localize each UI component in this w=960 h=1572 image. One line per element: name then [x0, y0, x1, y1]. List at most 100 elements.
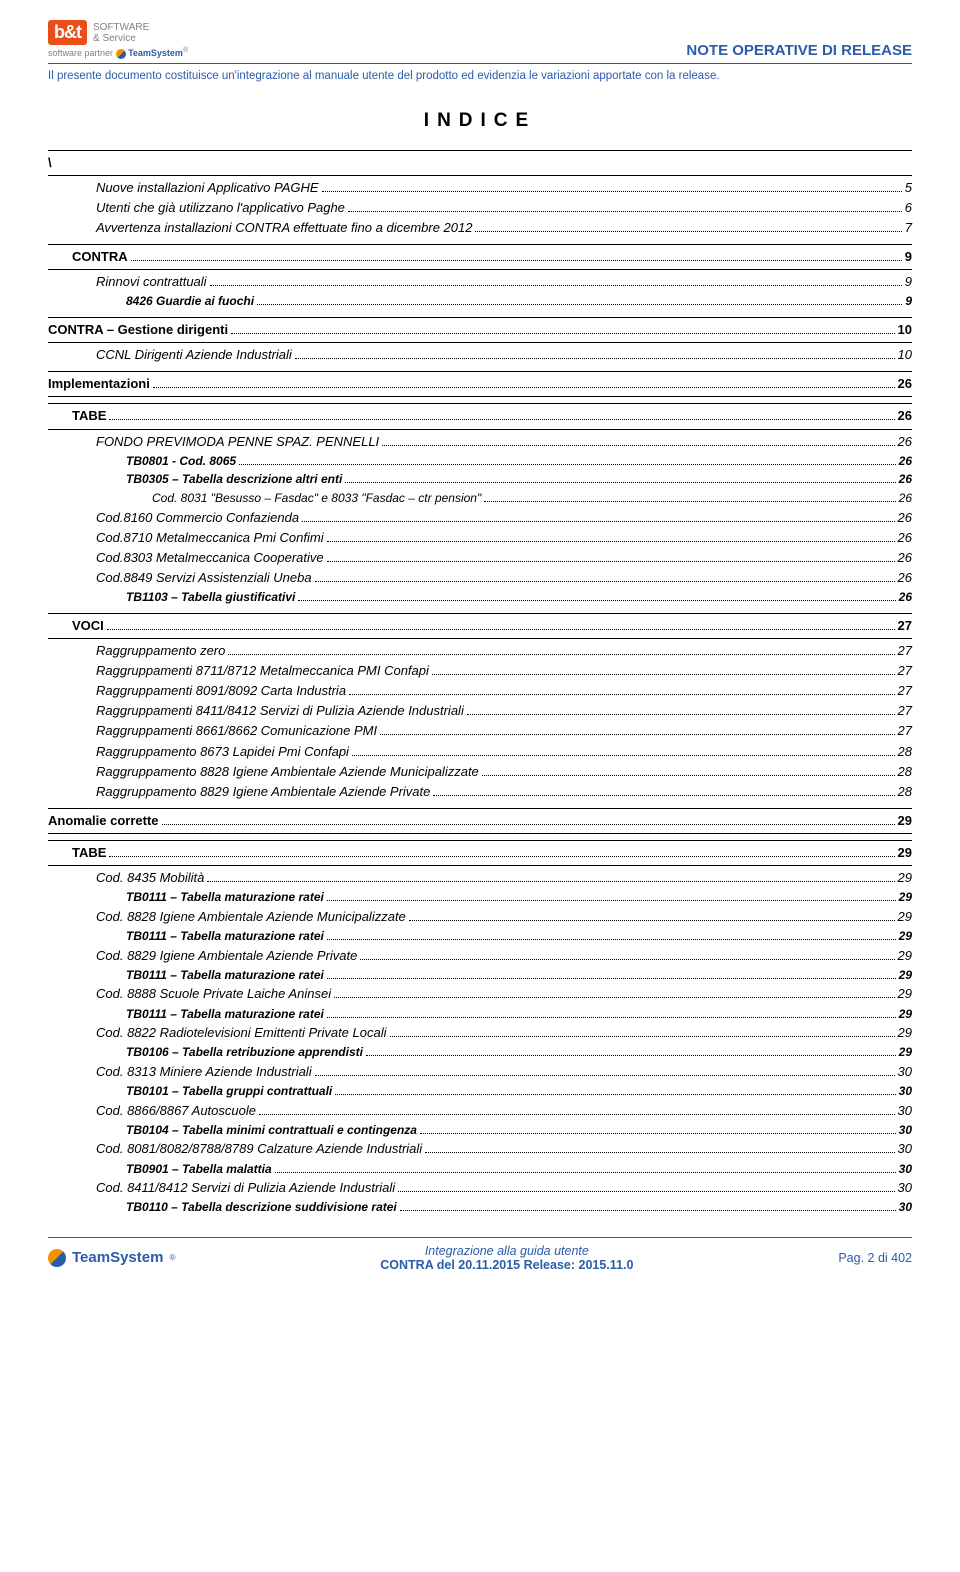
toc-entry[interactable]: Cod. 8828 Igiene Ambientale Aziende Muni…	[96, 907, 912, 927]
toc-label: Utenti che già utilizzano l'applicativo …	[96, 198, 345, 218]
toc-entry[interactable]: TB0111 – Tabella maturazione ratei 29	[126, 966, 912, 985]
footer-brand: TeamSystem	[72, 1249, 163, 1266]
toc-label: Cod.8849 Servizi Assistenziali Uneba	[96, 568, 312, 588]
toc-entry[interactable]: Raggruppamenti 8661/8662 Comunicazione P…	[96, 721, 912, 741]
toc-leader-dots	[302, 521, 894, 522]
toc-label: Cod. 8829 Igiene Ambientale Aziende Priv…	[96, 946, 357, 966]
toc-entry[interactable]: Cod.8303 Metalmeccanica Cooperative 26	[96, 548, 912, 568]
toc-entry[interactable]: Cod. 8888 Scuole Private Laiche Aninsei …	[96, 984, 912, 1004]
toc-entry[interactable]: Raggruppamenti 8711/8712 Metalmeccanica …	[96, 661, 912, 681]
toc-leader-dots	[231, 333, 894, 334]
toc-section-bar: Anomalie corrette 29	[48, 808, 912, 834]
toc-page-number: 28	[898, 742, 912, 762]
toc-leader-dots	[335, 1094, 895, 1095]
toc-entry[interactable]: Implementazioni 26	[48, 374, 912, 394]
logo-block: b&t SOFTWARE & Service software partner …	[48, 20, 188, 59]
toc-section-bar: Implementazioni 26	[48, 371, 912, 397]
toc-entry[interactable]: Avvertenza installazioni CONTRA effettua…	[96, 218, 912, 238]
toc-entry[interactable]: CONTRA – Gestione dirigenti 10	[48, 320, 912, 340]
toc-label: Raggruppamento 8829 Igiene Ambientale Az…	[96, 782, 430, 802]
toc-label: Raggruppamento zero	[96, 641, 225, 661]
toc-page-number: 30	[898, 1139, 912, 1159]
toc-entry[interactable]: TB1103 – Tabella giustificativi 26	[126, 588, 912, 607]
toc-label: Rinnovi contrattuali	[96, 272, 207, 292]
toc-entry[interactable]: VOCI 27	[72, 616, 912, 636]
toc-entry[interactable]: CONTRA 9	[72, 247, 912, 267]
toc-page-number: 30	[899, 1198, 912, 1217]
toc-entry[interactable]: Cod.8160 Commercio Confazienda 26	[96, 508, 912, 528]
toc-label: 8426 Guardie ai fuochi	[126, 292, 254, 311]
toc-entry[interactable]: TB0101 – Tabella gruppi contrattuali 30	[126, 1082, 912, 1101]
toc-leader-dots	[207, 881, 894, 882]
toc-page-number: 29	[898, 984, 912, 1004]
toc-entry[interactable]: TB0111 – Tabella maturazione ratei 29	[126, 888, 912, 907]
toc-leader-dots	[380, 734, 894, 735]
toc-page-number: 26	[898, 548, 912, 568]
toc-entry[interactable]: Cod. 8081/8082/8788/8789 Calzature Azien…	[96, 1139, 912, 1159]
toc-label: Raggruppamenti 8091/8092 Carta Industria	[96, 681, 346, 701]
toc-section-bar: TABE 29	[48, 840, 912, 866]
toc-entry[interactable]: TB0305 – Tabella descrizione altri enti …	[126, 470, 912, 489]
toc-entry[interactable]: TB0801 - Cod. 8065 26	[126, 452, 912, 471]
toc-page-number: 30	[899, 1082, 912, 1101]
toc-entry[interactable]: Cod.8849 Servizi Assistenziali Uneba 26	[96, 568, 912, 588]
toc-label: TB1103 – Tabella giustificativi	[126, 588, 295, 607]
toc-entry[interactable]: TB0111 – Tabella maturazione ratei 29	[126, 1005, 912, 1024]
toc-entry[interactable]: TB0901 – Tabella malattia 30	[126, 1160, 912, 1179]
toc-entry[interactable]: Raggruppamento 8673 Lapidei Pmi Confapi …	[96, 742, 912, 762]
toc-entry[interactable]: TB0106 – Tabella retribuzione apprendist…	[126, 1043, 912, 1062]
toc-label: Raggruppamenti 8411/8412 Servizi di Puli…	[96, 701, 464, 721]
toc-label: Raggruppamenti 8711/8712 Metalmeccanica …	[96, 661, 429, 681]
toc-entry[interactable]: Cod. 8866/8867 Autoscuole 30	[96, 1101, 912, 1121]
toc-entry[interactable]: Raggruppamenti 8411/8412 Servizi di Puli…	[96, 701, 912, 721]
toc-entry[interactable]: Raggruppamento 8828 Igiene Ambientale Az…	[96, 762, 912, 782]
toc-label: VOCI	[72, 616, 104, 636]
toc-page-number: 29	[899, 927, 912, 946]
toc-entry[interactable]: Raggruppamento 8829 Igiene Ambientale Az…	[96, 782, 912, 802]
toc-entry[interactable]: Cod. 8031 "Besusso – Fasdac" e 8033 "Fas…	[152, 489, 912, 508]
toc-entry[interactable]: Cod.8710 Metalmeccanica Pmi Confimi 26	[96, 528, 912, 548]
toc-label: Cod. 8435 Mobilità	[96, 868, 204, 888]
toc-label: TABE	[72, 843, 106, 863]
toc-entry[interactable]: FONDO PREVIMODA PENNE SPAZ. PENNELLI 26	[96, 432, 912, 452]
toc-entry[interactable]: Cod. 8829 Igiene Ambientale Aziende Priv…	[96, 946, 912, 966]
toc-entry[interactable]: Cod. 8313 Miniere Aziende Industriali 30	[96, 1062, 912, 1082]
toc-entry[interactable]: Rinnovi contrattuali 9	[96, 272, 912, 292]
toc-page-number: 27	[898, 701, 912, 721]
toc-page-number: 27	[898, 641, 912, 661]
toc-entry[interactable]: Cod. 8822 Radiotelevisioni Emittenti Pri…	[96, 1023, 912, 1043]
toc-entry[interactable]: Cod. 8411/8412 Servizi di Pulizia Aziend…	[96, 1178, 912, 1198]
toc-page-number: 29	[899, 1005, 912, 1024]
toc-entry[interactable]: TABE 26	[72, 406, 912, 426]
toc-page-number: 30	[899, 1160, 912, 1179]
toc-entry[interactable]: Raggruppamento zero 27	[96, 641, 912, 661]
toc-entry[interactable]: TB0104 – Tabella minimi contrattuali e c…	[126, 1121, 912, 1140]
toc-entry[interactable]: Raggruppamenti 8091/8092 Carta Industria…	[96, 681, 912, 701]
toc-label: Cod. 8031 "Besusso – Fasdac" e 8033 "Fas…	[152, 489, 481, 508]
toc-entry[interactable]: TB0111 – Tabella maturazione ratei 29	[126, 927, 912, 946]
teamsystem-icon	[48, 1249, 66, 1267]
toc-entry[interactable]: TABE 29	[72, 843, 912, 863]
toc-entry[interactable]: CCNL Dirigenti Aziende Industriali 10	[96, 345, 912, 365]
toc-leader-dots	[275, 1172, 896, 1173]
toc-entry[interactable]: TB0110 – Tabella descrizione suddivision…	[126, 1198, 912, 1217]
toc-leader-dots	[484, 501, 895, 502]
toc-entry[interactable]: Utenti che già utilizzano l'applicativo …	[96, 198, 912, 218]
toc-entry[interactable]: Anomalie corrette 29	[48, 811, 912, 831]
toc-section-bar: VOCI 27	[48, 613, 912, 639]
logo-tagline: SOFTWARE & Service	[93, 22, 149, 44]
toc-entry[interactable]: 8426 Guardie ai fuochi 9	[126, 292, 912, 311]
toc-label: CONTRA	[72, 247, 128, 267]
toc-label: Cod. 8081/8082/8788/8789 Calzature Azien…	[96, 1139, 422, 1159]
footer-center: Integrazione alla guida utente CONTRA de…	[175, 1244, 838, 1272]
toc-entry[interactable]: Cod. 8435 Mobilità 29	[96, 868, 912, 888]
toc-leader-dots	[475, 231, 901, 232]
toc-label: Anomalie corrette	[48, 811, 159, 831]
toc-entry[interactable]: Nuove installazioni Applicativo PAGHE 5	[96, 178, 912, 198]
toc-section-bar: TABE 26	[48, 403, 912, 429]
toc-page-number: 30	[898, 1178, 912, 1198]
toc-label: CCNL Dirigenti Aziende Industriali	[96, 345, 292, 365]
toc-entry[interactable]: \	[48, 153, 912, 173]
toc-label: TB0111 – Tabella maturazione ratei	[126, 966, 324, 985]
toc-page-number: 26	[899, 452, 912, 471]
